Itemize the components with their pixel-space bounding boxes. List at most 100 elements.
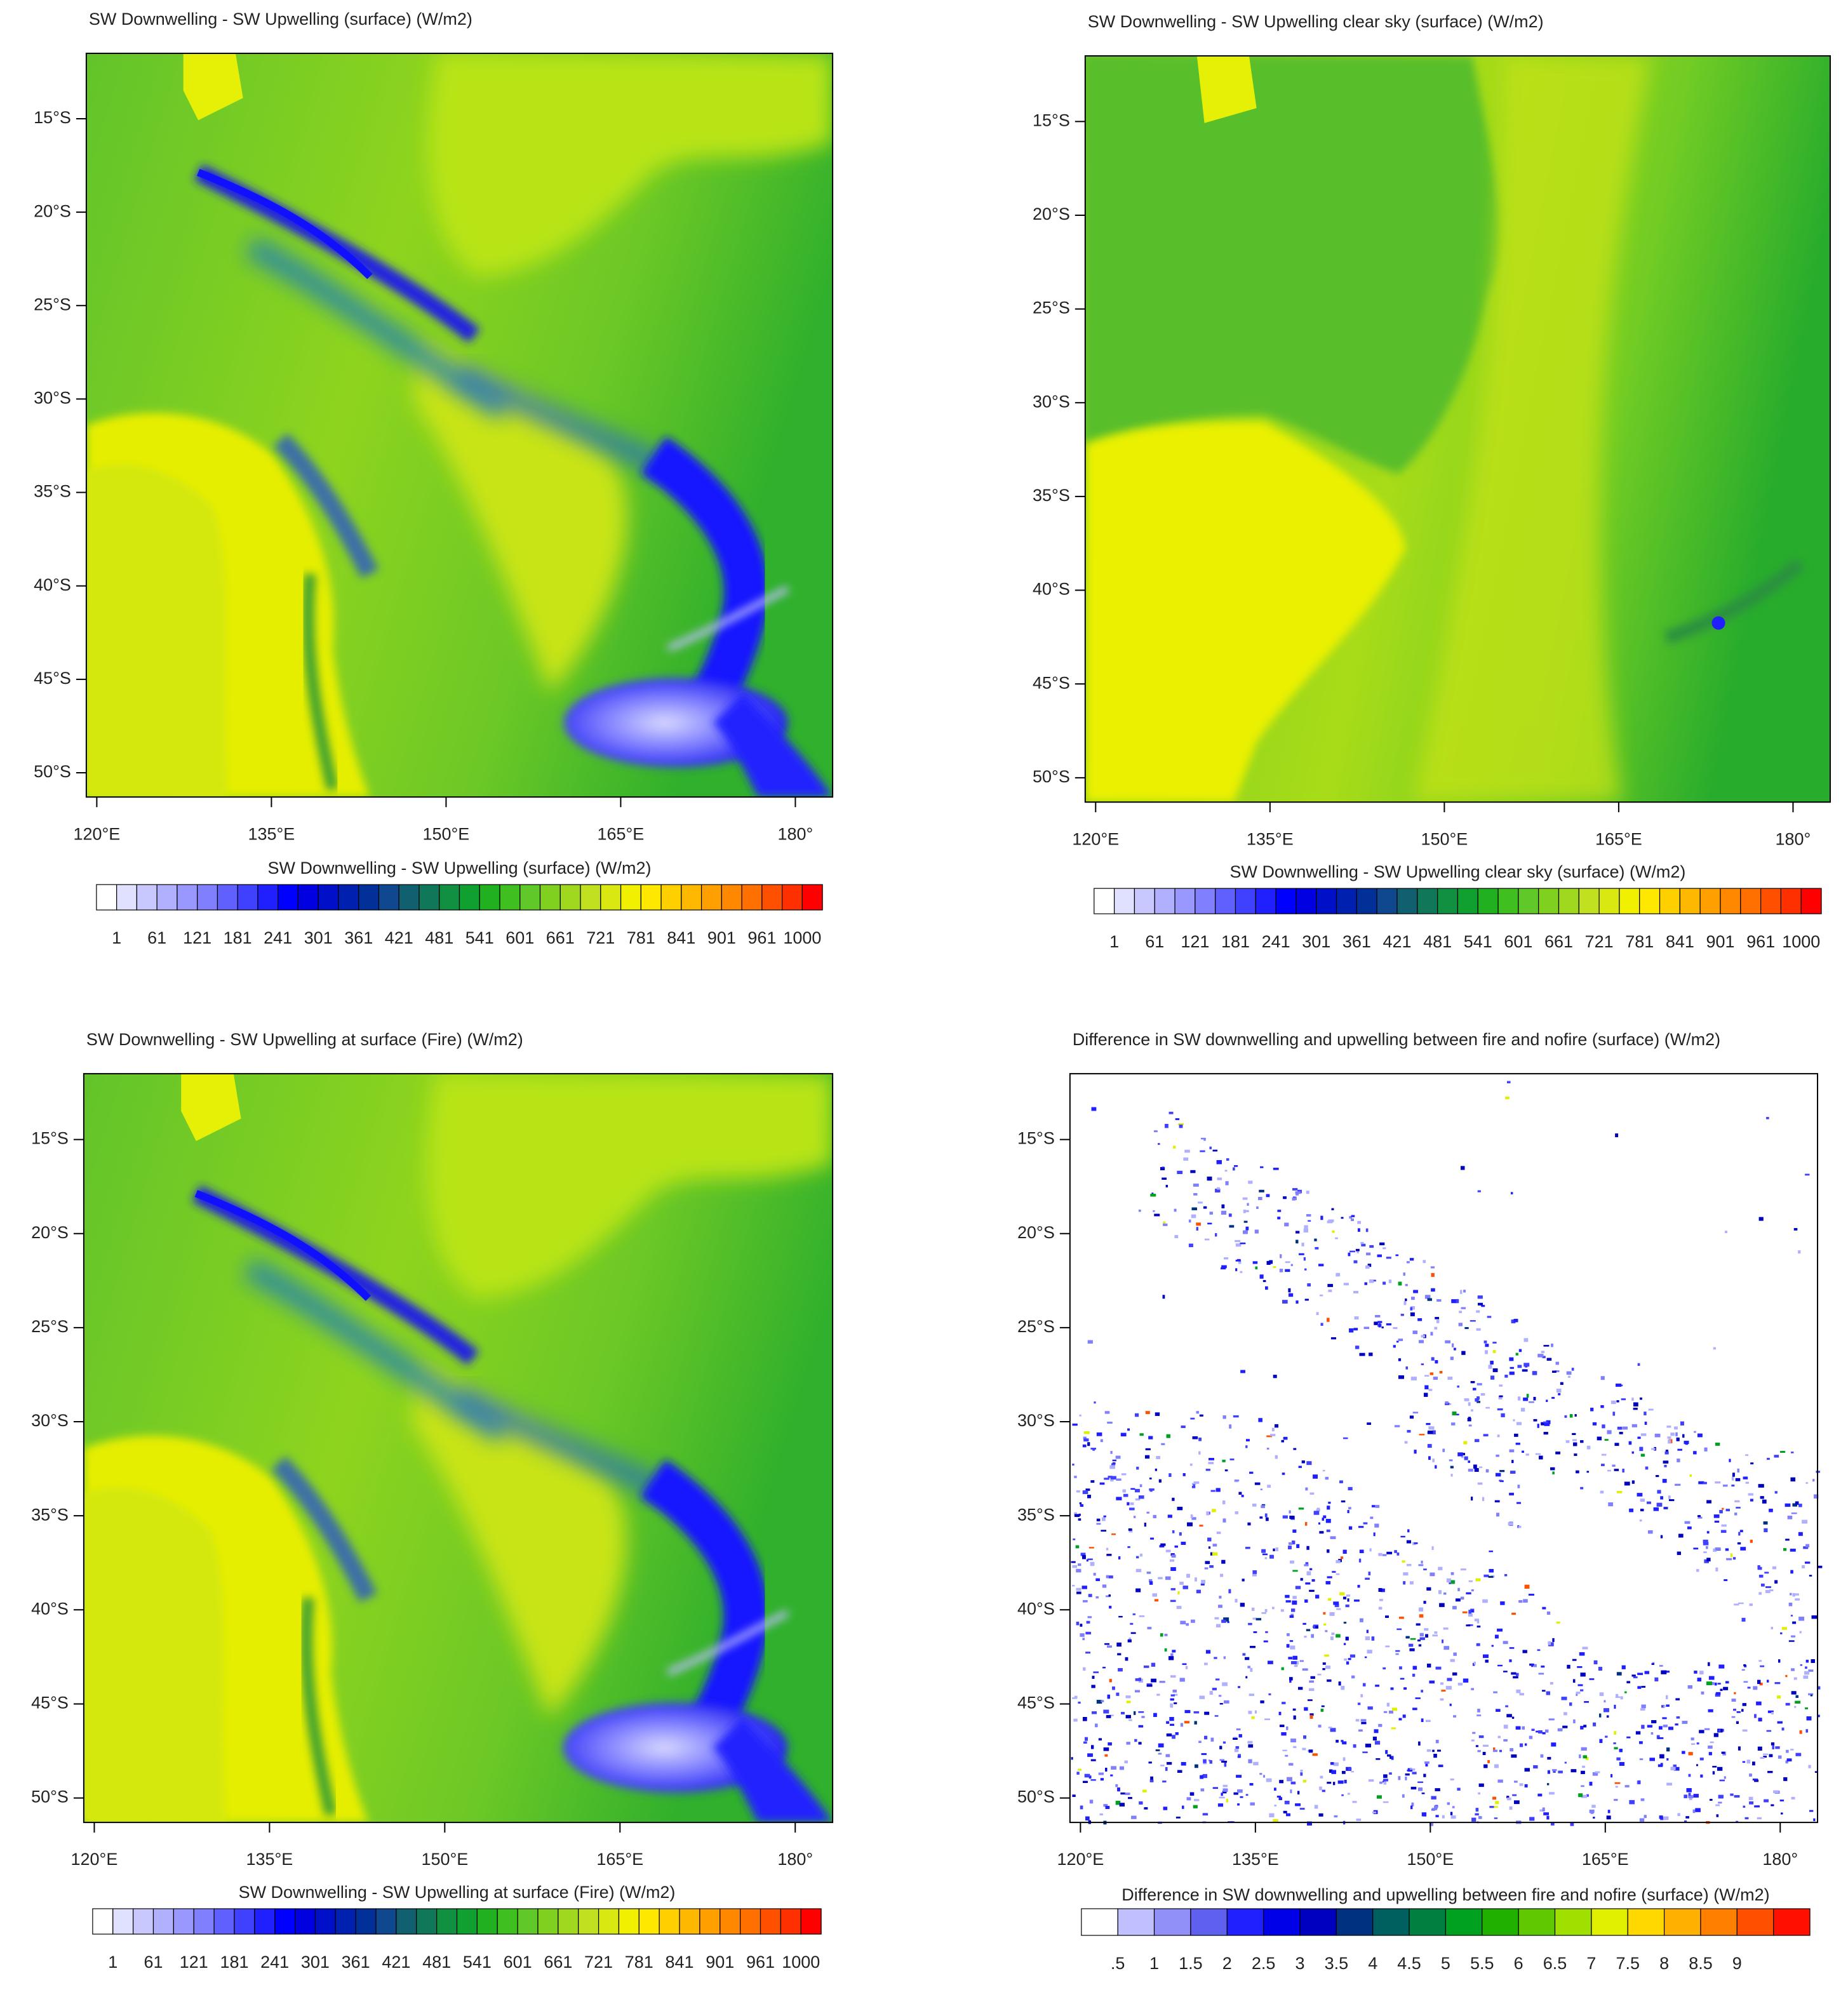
colorbar-box	[375, 1908, 397, 1935]
field-cell	[1528, 1593, 1534, 1596]
field-cell	[1532, 1371, 1537, 1375]
field-cell	[1170, 1599, 1176, 1602]
field-cell	[1589, 1782, 1593, 1786]
field-cell	[1289, 1293, 1294, 1297]
colorbar-label: 6.5	[1543, 1954, 1567, 1973]
field-cell	[1410, 1805, 1413, 1810]
field-cell	[1248, 1622, 1252, 1626]
field-cell	[1485, 1659, 1489, 1663]
map-panel: SW Downwelling - SW Upwelling clear sky …	[1033, 12, 1830, 951]
field-cell	[1381, 1326, 1384, 1328]
field-cell	[1258, 1418, 1262, 1422]
field-cell	[1449, 1582, 1451, 1584]
field-cell	[1163, 1223, 1168, 1226]
field-cell	[1325, 1476, 1329, 1480]
field-cell	[1180, 1620, 1186, 1625]
field-cell	[1349, 1654, 1355, 1658]
field-cell	[1670, 1766, 1676, 1770]
field-cell	[1663, 1725, 1668, 1728]
field-cell	[1073, 1539, 1076, 1540]
field-cell	[1222, 1741, 1226, 1744]
colorbar-box	[318, 884, 339, 911]
field-cell	[1454, 1347, 1456, 1351]
field-cell	[1072, 1794, 1076, 1797]
field-cell	[1283, 1196, 1287, 1199]
field-cell	[1445, 1401, 1449, 1404]
field-cell	[1551, 1769, 1557, 1772]
field-cell	[1105, 1806, 1110, 1809]
field-cell	[1666, 1747, 1670, 1752]
field-cell	[1390, 1687, 1394, 1690]
field-cell	[1748, 1493, 1753, 1496]
colorbar-label: 1.5	[1179, 1954, 1203, 1973]
colorbar-box	[559, 884, 581, 911]
field-cell	[1109, 1605, 1112, 1609]
field-cell	[1121, 1473, 1127, 1476]
field-cell	[1492, 1747, 1496, 1750]
field-cell	[1203, 1773, 1207, 1779]
field-cell	[1378, 1606, 1383, 1610]
field-cell	[1790, 1593, 1792, 1596]
field-cell	[1198, 1451, 1201, 1455]
field-cell	[1714, 1682, 1717, 1686]
field-cell	[1639, 1446, 1644, 1452]
field-cell	[1492, 1350, 1496, 1353]
field-cell	[1139, 1801, 1143, 1805]
field-cell	[1524, 1768, 1530, 1772]
field-cell	[1461, 1307, 1466, 1309]
field-cell	[1787, 1516, 1793, 1519]
field-cell	[1712, 1771, 1715, 1775]
field-cell	[1289, 1763, 1294, 1766]
field-cell	[1402, 1714, 1406, 1718]
field-cell	[1616, 1672, 1622, 1676]
field-cell	[1083, 1741, 1087, 1744]
field-cell	[1363, 1326, 1370, 1330]
field-cell	[1706, 1558, 1711, 1561]
field-cell	[1668, 1495, 1671, 1499]
field-cell	[1476, 1396, 1480, 1400]
colorbar-box	[720, 1908, 741, 1935]
field-cell	[1426, 1587, 1431, 1591]
field-cell	[1494, 1817, 1498, 1819]
colorbar-box	[800, 1908, 822, 1935]
field-cell	[1503, 1671, 1508, 1673]
field-cell	[1206, 1511, 1210, 1516]
field-cell	[1506, 1797, 1511, 1801]
field-cell	[1675, 1432, 1678, 1436]
field-cell	[1179, 1581, 1184, 1585]
field-cell	[1663, 1460, 1669, 1464]
colorbar-title: SW Downwelling - SW Upwelling (surface) …	[268, 858, 652, 878]
field-cell	[1264, 1557, 1267, 1559]
field-cell	[1641, 1704, 1646, 1709]
field-cell	[1580, 1689, 1584, 1692]
field-cell	[1083, 1438, 1089, 1442]
field-cell	[1158, 1577, 1163, 1580]
field-cell	[1715, 1481, 1721, 1484]
colorbar-box	[1396, 888, 1418, 914]
colorbar-label: 901	[707, 928, 736, 947]
field-cell	[1104, 1478, 1109, 1480]
field-cell	[1374, 1740, 1381, 1745]
field-cell	[1078, 1701, 1081, 1704]
field-cell	[1600, 1376, 1605, 1380]
field-cell	[1698, 1481, 1704, 1485]
field-cell	[1537, 1424, 1539, 1428]
field-cell	[1734, 1513, 1738, 1516]
field-cell	[1309, 1492, 1315, 1495]
field-cell	[1539, 1455, 1543, 1460]
field-cell	[1608, 1502, 1614, 1507]
field-cell	[1501, 1413, 1505, 1417]
field-cell	[1817, 1565, 1823, 1568]
field-cell	[1261, 1504, 1266, 1506]
field-cell	[1418, 1644, 1422, 1646]
field-cell	[1120, 1792, 1126, 1795]
field-cell	[1076, 1621, 1080, 1626]
field-cell	[1763, 1521, 1768, 1525]
field-cell	[1731, 1716, 1736, 1718]
field-cell	[1779, 1800, 1784, 1801]
colorbar-box	[1482, 1908, 1519, 1936]
field-cell	[1773, 1790, 1779, 1793]
field-cell	[1221, 1204, 1225, 1208]
field-cell	[1359, 1549, 1364, 1553]
field-cell	[1125, 1714, 1131, 1719]
